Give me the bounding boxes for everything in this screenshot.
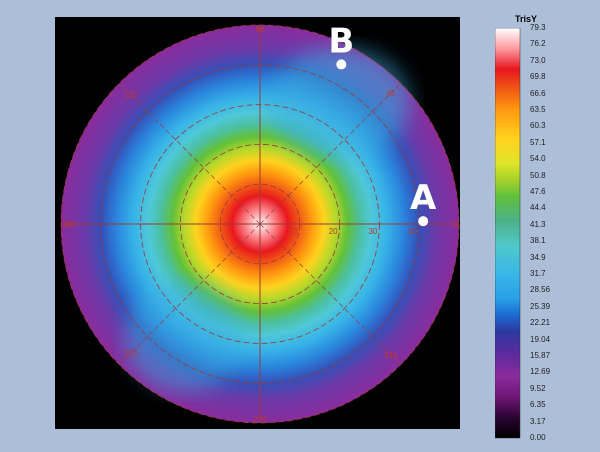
colorbar-tick: 57.1 — [530, 137, 546, 147]
colorbar-tick: 34.9 — [530, 252, 546, 262]
grid-spoke-135 — [119, 83, 261, 225]
marker-A-label: A — [410, 178, 437, 218]
colorbar-tick: 0.00 — [530, 433, 546, 442]
colorbar-tick: 63.5 — [530, 105, 546, 114]
heatmap-lobe-upper — [270, 47, 410, 157]
colorbar-tick: 73.0 — [530, 55, 546, 65]
colorbar-tick: 76.2 — [530, 39, 546, 49]
angle-label-0: 0 — [454, 220, 459, 229]
polar-grid — [60, 24, 460, 424]
colorbar-tick: 50.8 — [530, 170, 546, 180]
colorbar-gradient — [495, 28, 521, 439]
marker-A-dot — [418, 216, 429, 227]
angle-label-315: 315 — [384, 351, 398, 360]
colorbar-tick: 79.3 — [530, 23, 546, 32]
radial-label-10: 10 — [289, 227, 298, 236]
polar-labels: 90 45 0 315 270 225 180 135 10 20 30 40 — [62, 25, 459, 424]
colorbar-tick: 22.21 — [530, 318, 551, 328]
colorbar-tick: 25.39 — [530, 301, 551, 311]
markers: BA — [328, 21, 437, 227]
radial-label-30: 30 — [368, 227, 377, 236]
colorbar-tick: 9.52 — [530, 383, 546, 393]
colorbar-tick: 31.7 — [530, 269, 546, 278]
colorbar-tick: 47.6 — [530, 187, 546, 196]
colorbar-tick: 28.56 — [530, 285, 551, 295]
grid-spoke-225 — [119, 223, 261, 365]
angle-label-270: 270 — [253, 415, 267, 424]
radial-label-40: 40 — [408, 227, 417, 236]
colorbar-tick: 3.17 — [530, 416, 546, 426]
colorbar-title: TrisY — [515, 14, 538, 24]
angle-label-45: 45 — [386, 89, 395, 98]
radial-label-20: 20 — [329, 227, 338, 236]
grid-spoke-315 — [259, 223, 401, 365]
colorbar-tick: 6.35 — [530, 400, 546, 410]
colorbar-tick: 15.87 — [530, 351, 551, 360]
colorbar-tick: 44.4 — [530, 203, 546, 213]
colorbar-tick: 60.3 — [530, 121, 546, 131]
colorbar-tick: 69.8 — [530, 72, 546, 82]
colorbar-tick: 38.1 — [530, 236, 546, 246]
colorbar-tick: 66.6 — [530, 88, 546, 98]
colorbar: TrisY 79.3 76.2 73.0 69.8 66.6 63.5 60.3 57.1 54… — [495, 10, 585, 450]
angle-label-135: 135 — [124, 91, 138, 100]
angle-label-180: 180 — [62, 220, 76, 229]
colorbar-tick: 19.04 — [530, 334, 551, 344]
marker-B-dot — [336, 59, 347, 70]
angle-label-225: 225 — [124, 349, 138, 358]
grid-spoke-45 — [259, 83, 401, 225]
colorbar-tick: 41.3 — [530, 219, 546, 229]
marker-B-label: B — [328, 21, 354, 61]
colorbar-tick: 12.69 — [530, 367, 551, 377]
angle-label-90: 90 — [256, 25, 265, 34]
colorbar-tick: 54.0 — [530, 154, 546, 164]
heatmap-lobe-lower — [125, 282, 245, 392]
